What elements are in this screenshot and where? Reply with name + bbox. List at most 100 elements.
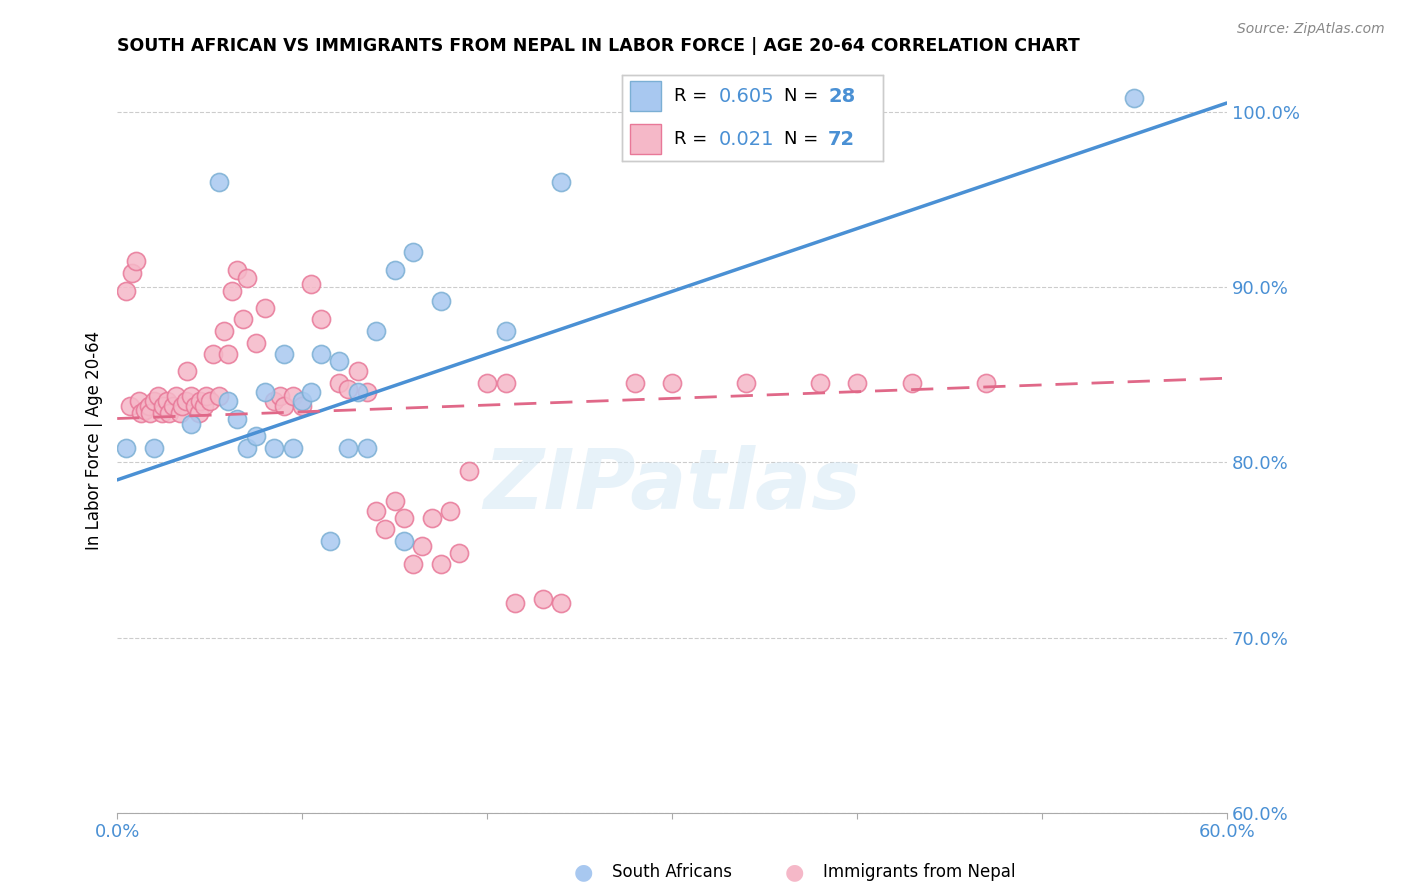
Point <box>337 442 360 456</box>
Point <box>319 534 342 549</box>
Point <box>232 311 254 326</box>
Point <box>901 376 924 391</box>
Point <box>309 346 332 360</box>
Point <box>174 394 197 409</box>
Point <box>128 394 150 409</box>
Point <box>115 442 138 456</box>
Point <box>449 547 471 561</box>
Point <box>299 277 322 291</box>
Point <box>208 175 231 189</box>
Point <box>139 406 162 420</box>
Point <box>328 353 350 368</box>
Point <box>235 442 257 456</box>
Point <box>291 394 314 409</box>
Text: South Africans: South Africans <box>612 863 731 881</box>
Point <box>402 245 425 260</box>
Point <box>245 429 267 443</box>
Point <box>845 376 868 391</box>
Point <box>120 399 142 413</box>
Point <box>221 284 243 298</box>
Point <box>121 266 143 280</box>
Point <box>291 399 314 413</box>
Point <box>475 376 498 391</box>
Point <box>346 364 368 378</box>
Point <box>430 557 453 571</box>
Point <box>392 534 415 549</box>
Point <box>143 442 166 456</box>
Text: ZIPatlas: ZIPatlas <box>484 444 860 525</box>
Point <box>184 399 207 413</box>
Point <box>235 271 257 285</box>
Point <box>281 389 304 403</box>
Point <box>187 406 209 420</box>
Point <box>254 385 277 400</box>
Point <box>165 389 187 403</box>
Point <box>263 442 285 456</box>
Point <box>273 399 295 413</box>
Point <box>125 253 148 268</box>
Point <box>439 504 461 518</box>
Point <box>176 364 198 378</box>
Point <box>1123 91 1146 105</box>
Point <box>190 394 212 409</box>
Point <box>531 592 554 607</box>
Point <box>152 399 174 413</box>
Point <box>356 385 378 400</box>
Point <box>194 389 217 403</box>
Point <box>193 399 215 413</box>
Text: Immigrants from Nepal: Immigrants from Nepal <box>823 863 1015 881</box>
Point <box>217 346 239 360</box>
Point <box>299 385 322 400</box>
Point <box>661 376 683 391</box>
Text: SOUTH AFRICAN VS IMMIGRANTS FROM NEPAL IN LABOR FORCE | AGE 20-64 CORRELATION CH: SOUTH AFRICAN VS IMMIGRANTS FROM NEPAL I… <box>117 37 1080 55</box>
Point <box>138 399 160 413</box>
Point <box>364 504 387 518</box>
Point <box>143 394 166 409</box>
Point <box>503 596 526 610</box>
Text: ●: ● <box>785 863 804 882</box>
Point <box>364 324 387 338</box>
Point <box>269 389 291 403</box>
Point <box>420 511 443 525</box>
Point <box>457 464 479 478</box>
Point <box>402 557 425 571</box>
Point <box>346 385 368 400</box>
Point <box>226 262 249 277</box>
Point <box>392 511 415 525</box>
Text: ●: ● <box>574 863 593 882</box>
Point <box>550 596 572 610</box>
Point <box>356 442 378 456</box>
Point <box>150 406 173 420</box>
Point <box>263 394 285 409</box>
Point <box>170 399 193 413</box>
Point <box>198 394 221 409</box>
Point <box>624 376 647 391</box>
Point <box>550 175 572 189</box>
Point <box>495 376 517 391</box>
Point <box>208 389 231 403</box>
Point <box>214 324 236 338</box>
Point <box>495 324 517 338</box>
Point <box>430 294 453 309</box>
Point <box>254 301 277 315</box>
Point <box>180 389 202 403</box>
Point <box>162 399 184 413</box>
Point <box>411 540 433 554</box>
Point <box>337 382 360 396</box>
Point <box>273 346 295 360</box>
Y-axis label: In Labor Force | Age 20-64: In Labor Force | Age 20-64 <box>86 331 103 550</box>
Point <box>169 406 191 420</box>
Point <box>146 389 169 403</box>
Point <box>217 394 239 409</box>
Point <box>226 411 249 425</box>
Point <box>735 376 758 391</box>
Point <box>156 394 179 409</box>
Point <box>384 494 406 508</box>
Point <box>129 406 152 420</box>
Point <box>134 402 156 417</box>
Point <box>328 376 350 391</box>
Point <box>281 442 304 456</box>
Point <box>374 522 396 536</box>
Point <box>384 262 406 277</box>
Point <box>115 284 138 298</box>
